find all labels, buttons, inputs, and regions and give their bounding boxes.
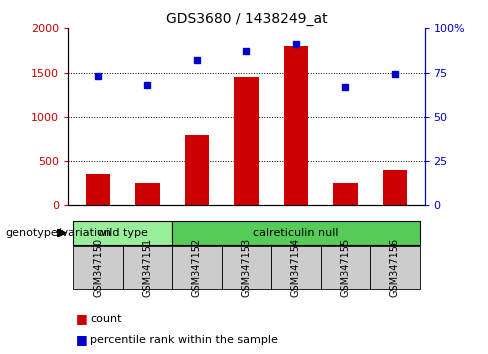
Bar: [383, 170, 407, 205]
Text: count: count: [90, 314, 122, 324]
Bar: [271, 246, 321, 289]
Text: genotype/variation: genotype/variation: [5, 228, 111, 238]
Bar: [135, 183, 160, 205]
Text: GSM347153: GSM347153: [242, 238, 251, 297]
Bar: [172, 221, 420, 245]
Bar: [284, 46, 308, 205]
Text: GSM347151: GSM347151: [142, 238, 152, 297]
Text: ■: ■: [76, 333, 87, 346]
Text: calreticulin null: calreticulin null: [253, 228, 339, 238]
Text: GSM347150: GSM347150: [93, 238, 103, 297]
Bar: [234, 77, 259, 205]
Text: GSM347152: GSM347152: [192, 238, 202, 297]
Polygon shape: [57, 229, 66, 237]
Text: GSM347155: GSM347155: [341, 238, 350, 297]
Bar: [333, 183, 358, 205]
Bar: [321, 246, 370, 289]
Bar: [73, 221, 172, 245]
Title: GDS3680 / 1438249_at: GDS3680 / 1438249_at: [165, 12, 327, 26]
Text: GSM347154: GSM347154: [291, 238, 301, 297]
Bar: [184, 135, 209, 205]
Text: wild type: wild type: [97, 228, 148, 238]
Bar: [370, 246, 420, 289]
Bar: [222, 246, 271, 289]
Bar: [172, 246, 222, 289]
Text: percentile rank within the sample: percentile rank within the sample: [90, 335, 278, 345]
Text: ■: ■: [76, 312, 87, 325]
Bar: [85, 175, 110, 205]
Bar: [123, 246, 172, 289]
Bar: [73, 246, 123, 289]
Text: GSM347156: GSM347156: [390, 238, 400, 297]
